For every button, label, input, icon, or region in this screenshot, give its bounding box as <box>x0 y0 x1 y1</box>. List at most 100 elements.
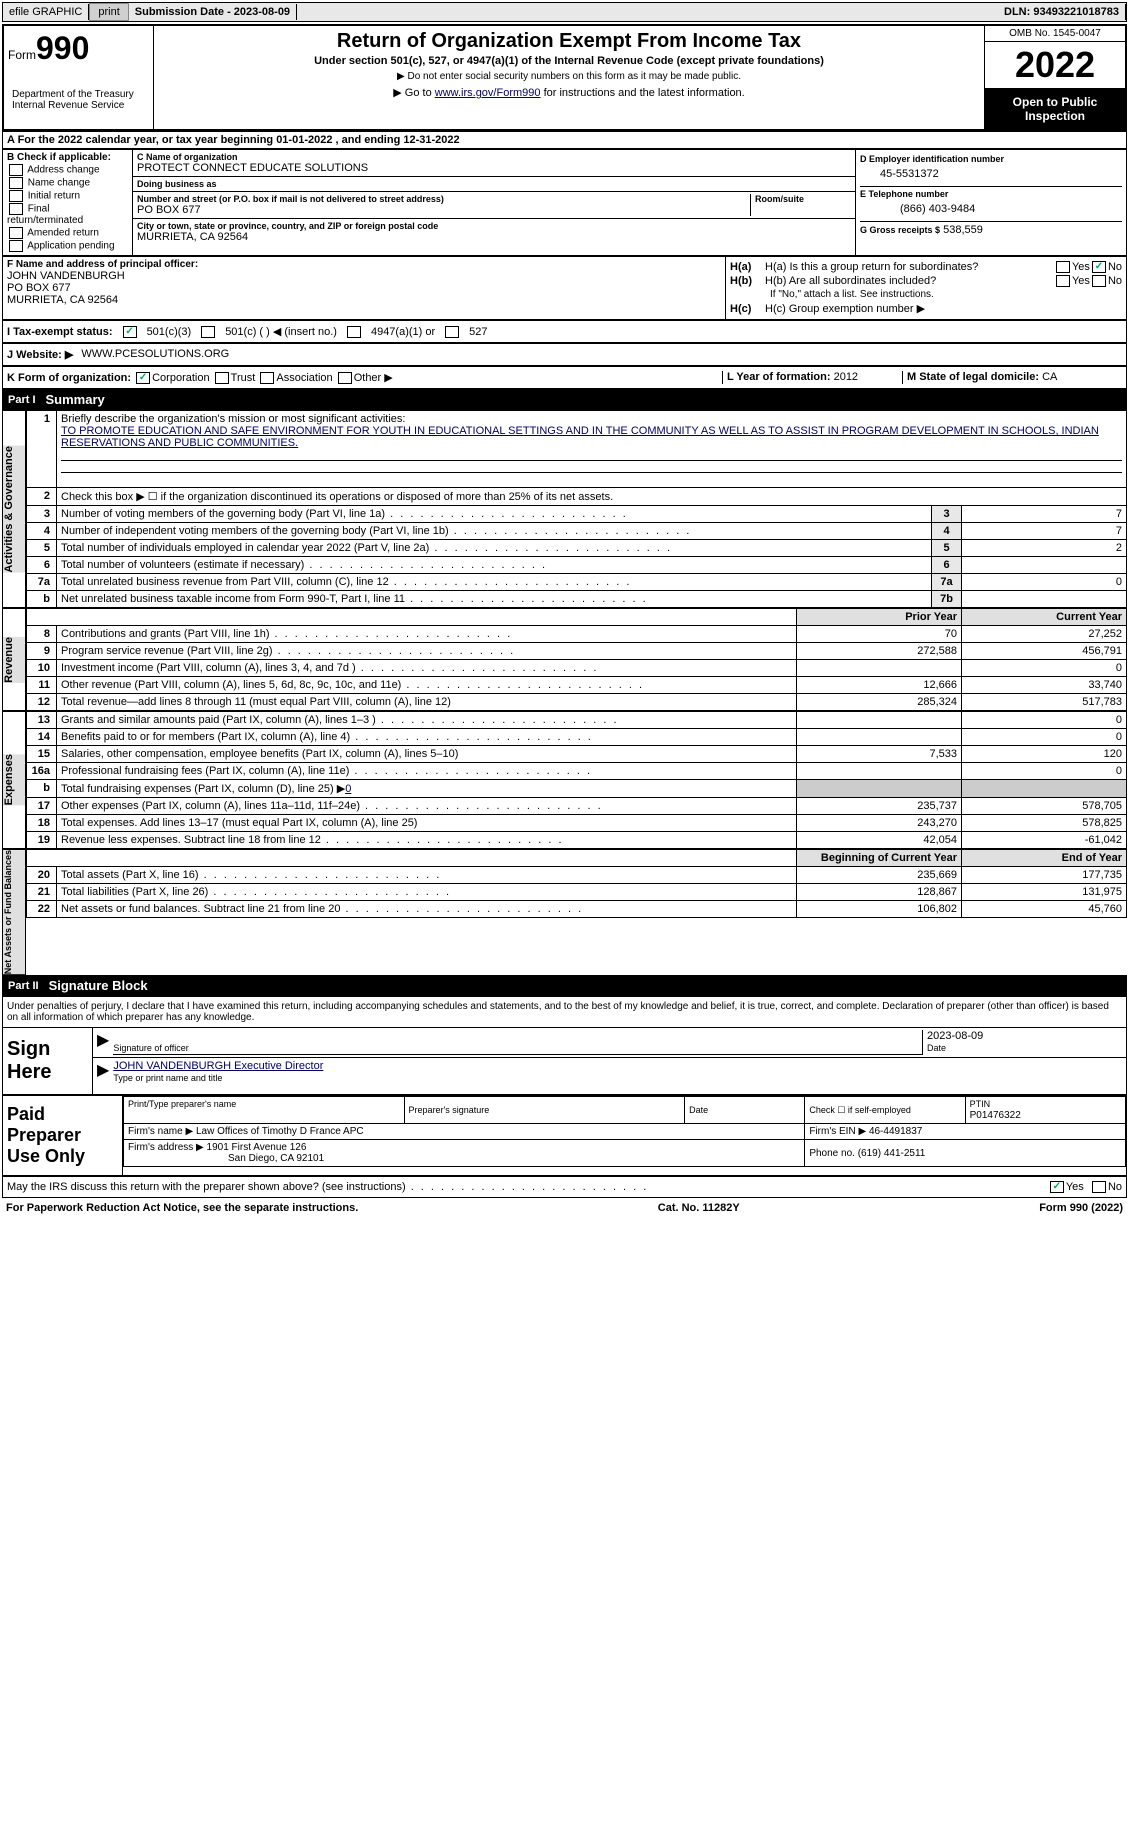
prior-year-header: Prior Year <box>797 609 962 626</box>
form-footer: Form 990 (2022) <box>1039 1202 1123 1214</box>
line20-end: 177,735 <box>962 867 1127 884</box>
irs-link[interactable]: www.irs.gov/Form990 <box>435 87 541 99</box>
line21-label: Total liabilities (Part X, line 26) <box>57 884 797 901</box>
line22-begin: 106,802 <box>797 901 962 918</box>
gross-receipts-label: G Gross receipts $ <box>860 225 940 235</box>
hb-no[interactable] <box>1092 275 1106 287</box>
opt-name-change[interactable]: Name change <box>7 177 128 189</box>
501c-check[interactable] <box>201 326 215 338</box>
hc-label: H(c) Group exemption number ▶ <box>765 302 925 315</box>
firm-ein: 46-4491837 <box>869 1126 922 1137</box>
corp-check[interactable] <box>136 372 150 384</box>
line21-end: 131,975 <box>962 884 1127 901</box>
prep-name-label: Print/Type preparer's name <box>128 1099 236 1109</box>
line17-current: 578,705 <box>962 798 1127 815</box>
revenue-table: Prior YearCurrent Year 8Contributions an… <box>26 608 1127 711</box>
activities-governance-label: Activities & Governance <box>3 446 25 573</box>
discuss-no[interactable] <box>1092 1181 1106 1193</box>
line17-prior: 235,737 <box>797 798 962 815</box>
line7a-value: 0 <box>962 574 1127 591</box>
form-subtitle: Under section 501(c), 527, or 4947(a)(1)… <box>164 55 974 67</box>
prep-check-label: Check ☐ if self-employed <box>809 1105 911 1115</box>
line9-prior: 272,588 <box>797 643 962 660</box>
prep-phone-label: Phone no. <box>809 1148 855 1159</box>
paperwork-notice: For Paperwork Reduction Act Notice, see … <box>6 1202 358 1214</box>
line14-current: 0 <box>962 729 1127 746</box>
print-button[interactable]: print <box>89 3 128 21</box>
line8-current: 27,252 <box>962 626 1127 643</box>
line10-prior <box>797 660 962 677</box>
street-label: Number and street (or P.O. box if mail i… <box>137 194 746 204</box>
officer-label: F Name and address of principal officer: <box>7 259 721 270</box>
line8-prior: 70 <box>797 626 962 643</box>
year-formation: 2012 <box>834 371 858 383</box>
other-check[interactable] <box>338 372 352 384</box>
submission-date: Submission Date - 2023-08-09 <box>129 4 297 20</box>
discuss-yes[interactable] <box>1050 1181 1064 1193</box>
footer-paperwork: For Paperwork Reduction Act Notice, see … <box>2 1198 1127 1218</box>
form-title: Return of Organization Exempt From Incom… <box>164 30 974 53</box>
527-check[interactable] <box>445 326 459 338</box>
phone-label: E Telephone number <box>860 189 1122 199</box>
opt-initial-return[interactable]: Initial return <box>7 190 128 202</box>
line13-current: 0 <box>962 712 1127 729</box>
officer-name: JOHN VANDENBURGH <box>7 270 721 282</box>
hb-yes[interactable] <box>1056 275 1070 287</box>
phone-value: (866) 403-9484 <box>860 199 1122 219</box>
line13-prior <box>797 712 962 729</box>
prep-sig-label: Preparer's signature <box>409 1105 490 1115</box>
check-applicable-label: B Check if applicable: <box>7 152 128 163</box>
opt-final-return[interactable]: Final return/terminated <box>7 203 128 226</box>
line15-label: Salaries, other compensation, employee b… <box>57 746 797 763</box>
line9-current: 456,791 <box>962 643 1127 660</box>
section-b-row: B Check if applicable: Address change Na… <box>2 149 1127 256</box>
hb-label: H(b) Are all subordinates included? <box>765 275 1054 287</box>
4947-check[interactable] <box>347 326 361 338</box>
sig-date: 2023-08-09 <box>927 1030 983 1042</box>
arrow-icon: ▶ <box>97 1060 109 1084</box>
ha-yes[interactable] <box>1056 261 1070 273</box>
assoc-check[interactable] <box>260 372 274 384</box>
expenses-table: 13Grants and similar amounts paid (Part … <box>26 711 1127 849</box>
line15-current: 120 <box>962 746 1127 763</box>
line13-label: Grants and similar amounts paid (Part IX… <box>57 712 797 729</box>
header-note1: ▶ Do not enter social security numbers o… <box>164 71 974 82</box>
line19-current: -61,042 <box>962 832 1127 849</box>
ptin-value: P01476322 <box>970 1110 1021 1121</box>
opt-application-pending[interactable]: Application pending <box>7 240 128 252</box>
line16a-prior <box>797 763 962 780</box>
mission-text: TO PROMOTE EDUCATION AND SAFE ENVIRONMEN… <box>61 425 1099 449</box>
org-name: PROTECT CONNECT EDUCATE SOLUTIONS <box>137 162 851 174</box>
line12-prior: 285,324 <box>797 694 962 711</box>
opt-amended-return[interactable]: Amended return <box>7 227 128 239</box>
trust-check[interactable] <box>215 372 229 384</box>
discuss-label: May the IRS discuss this return with the… <box>7 1181 1048 1193</box>
current-year-header: Current Year <box>962 609 1127 626</box>
line5-value: 2 <box>962 540 1127 557</box>
line21-begin: 128,867 <box>797 884 962 901</box>
line9-label: Program service revenue (Part VIII, line… <box>57 643 797 660</box>
line5-label: Total number of individuals employed in … <box>57 540 932 557</box>
ein-label: D Employer identification number <box>860 154 1122 164</box>
begin-year-header: Beginning of Current Year <box>797 850 962 867</box>
ha-no[interactable] <box>1092 261 1106 273</box>
sig-officer-label: Signature of officer <box>113 1043 188 1053</box>
line22-label: Net assets or fund balances. Subtract li… <box>57 901 797 918</box>
line3-label: Number of voting members of the governin… <box>57 506 932 523</box>
line10-current: 0 <box>962 660 1127 677</box>
website-label: J Website: ▶ <box>7 348 73 361</box>
501c3-check[interactable] <box>123 326 137 338</box>
line12-label: Total revenue—add lines 8 through 11 (mu… <box>57 694 797 711</box>
form-number: 990 <box>36 30 89 66</box>
part2-header: Part II Signature Block <box>2 975 1127 996</box>
firm-addr-label: Firm's address ▶ <box>128 1142 204 1153</box>
prep-phone: (619) 441-2511 <box>858 1148 926 1159</box>
street-value: PO BOX 677 <box>137 204 746 216</box>
header-note2: ▶ Go to www.irs.gov/Form990 for instruct… <box>164 86 974 99</box>
form-word: Form <box>8 48 36 62</box>
paid-preparer-label: Paid Preparer Use Only <box>3 1096 123 1175</box>
gross-receipts-value: 538,559 <box>943 224 983 236</box>
summary-activities-table: 1 Briefly describe the organization's mi… <box>26 410 1127 608</box>
line11-current: 33,740 <box>962 677 1127 694</box>
opt-address-change[interactable]: Address change <box>7 164 128 176</box>
